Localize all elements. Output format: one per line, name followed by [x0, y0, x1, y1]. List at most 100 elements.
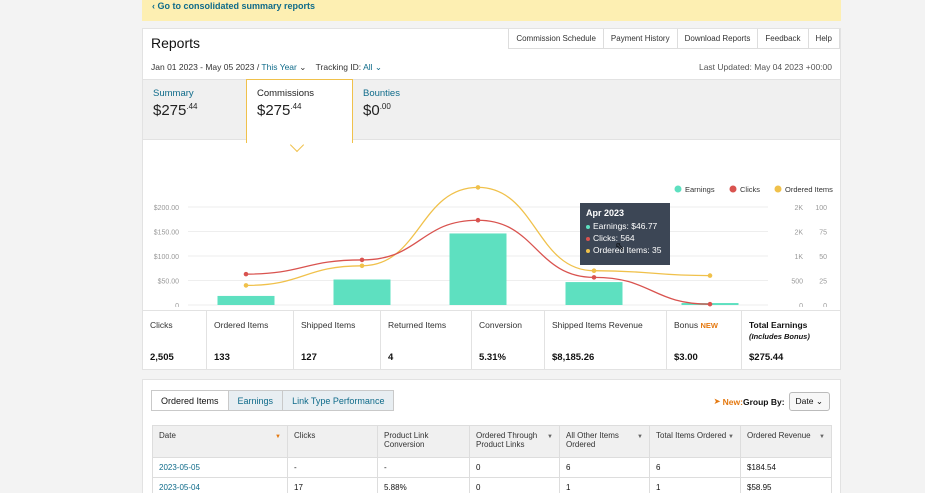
col-clicks[interactable]: Clicks	[287, 425, 378, 458]
back-banner: ‹ Go to consolidated summary reports	[142, 0, 841, 21]
row-date-link[interactable]: 2023-05-04	[152, 477, 288, 493]
tracking-label: Tracking ID:	[315, 62, 364, 72]
row-date-link[interactable]: 2023-05-05	[152, 457, 288, 478]
cell: 6	[649, 457, 741, 478]
legend-marker-2	[774, 185, 782, 193]
commission-schedule-link[interactable]: Commission Schedule	[508, 29, 604, 49]
table-row: 2023-05-05 - - 0 6 6 $184.54	[152, 457, 832, 478]
tab-summary[interactable]: Summary $275.44	[143, 80, 246, 142]
detail-tabs: Ordered Items Earnings Link Type Perform…	[151, 390, 395, 411]
tab-bounties-label: Bounties	[363, 88, 400, 99]
bar-2	[449, 233, 507, 305]
col-ordered-through[interactable]: Ordered Through Product Links ▼	[469, 425, 560, 458]
stat-bonus: Bonus NEW $3.00	[667, 311, 742, 370]
chevron-down-icon: ⌄	[815, 396, 823, 406]
y-mid-tick: 500	[791, 279, 803, 286]
feedback-link[interactable]: Feedback	[757, 29, 809, 49]
tab-ordered-items[interactable]: Ordered Items	[151, 390, 229, 411]
tab-summary-value: $275.44	[153, 102, 198, 119]
y-mid-tick: 2K	[794, 230, 803, 237]
group-new-label: New:	[722, 396, 743, 407]
y-left-tick: $100.00	[154, 254, 179, 261]
clicks-point-1	[359, 257, 365, 263]
table-row: 2023-05-04 17 5.88% 0 1 1 $58.95	[152, 477, 832, 493]
mouse-cursor-icon: ⬁	[615, 241, 625, 253]
legend-marker-0	[674, 185, 682, 193]
cell: 1	[649, 477, 741, 493]
col-ordered-revenue[interactable]: Ordered Revenue ▼	[740, 425, 832, 458]
y-right-tick: 100	[815, 205, 827, 212]
new-badge: NEW	[700, 321, 718, 330]
cell: $58.95	[740, 477, 832, 493]
stat-returned-items: Returned Items 4	[381, 311, 472, 370]
clicks-point-3	[591, 275, 597, 280]
tab-bounties[interactable]: Bounties $0.00	[353, 80, 453, 142]
chevron-down-icon[interactable]: ⌄	[374, 62, 383, 72]
cell: 0	[469, 477, 560, 493]
y-right-tick: 25	[819, 279, 827, 286]
legend-label-1: Clicks	[740, 185, 760, 194]
cell: 17	[287, 477, 378, 493]
chevron-down-icon[interactable]: ⌄	[299, 62, 307, 72]
header-links: Commission Schedule Payment History Down…	[508, 29, 840, 49]
col-product-link-conversion[interactable]: Product Link Conversion	[377, 425, 470, 458]
ordered-items-point-4	[707, 273, 713, 278]
download-reports-link[interactable]: Download Reports	[676, 29, 759, 49]
y-right-tick: 75	[819, 230, 827, 237]
cell: $184.54	[740, 457, 832, 478]
tab-commissions-value: $275.44	[257, 102, 302, 119]
col-all-other-items[interactable]: All Other Items Ordered ▼	[559, 425, 650, 458]
cell: 5.88%	[377, 477, 470, 493]
bar-0	[217, 295, 275, 305]
ordered-items-point-1	[359, 263, 365, 269]
group-by: ➤ New: Group By: Date ⌄	[714, 392, 830, 411]
date-filter-row: Jan 01 2023 - May 05 2023 / This Year ⌄ …	[151, 62, 382, 73]
cell: 0	[469, 457, 560, 478]
stat-ordered-items: Ordered Items 133	[207, 311, 294, 370]
y-left-tick: $150.00	[154, 230, 179, 237]
period-dropdown[interactable]: This Year	[261, 62, 297, 72]
sort-arrow-icon: ▼	[728, 434, 734, 440]
last-updated: Last Updated: May 04 2023 +00:00	[698, 62, 832, 72]
y-left-tick: 0	[175, 303, 179, 307]
payment-history-link[interactable]: Payment History	[602, 29, 678, 49]
y-left-tick: $200.00	[154, 205, 179, 212]
tab-link-type-performance[interactable]: Link Type Performance	[282, 390, 395, 411]
tab-bounties-value: $0.00	[363, 102, 391, 119]
megaphone-icon: ➤	[713, 396, 721, 406]
tooltip-title: Apr 2023	[586, 208, 625, 218]
clicks-point-0	[243, 271, 249, 277]
tooltip-ordered: Ordered Items: 35	[586, 245, 664, 255]
chart-tooltip: Apr 2023 Earnings: $46.77 Clicks: 564 Or…	[580, 203, 670, 265]
stat-shipped-revenue: Shipped Items Revenue $8,185.26	[545, 311, 667, 370]
y-mid-tick: 0	[799, 303, 803, 307]
tracking-id-dropdown[interactable]: All	[363, 62, 373, 72]
summary-tabs: Summary $275.44 Commissions $275.44 Boun…	[143, 79, 840, 143]
ordered-items-point-0	[243, 283, 249, 288]
stat-shipped-items: Shipped Items 127	[294, 311, 381, 370]
col-date[interactable]: Date ▼	[152, 425, 288, 458]
bar-1	[333, 279, 391, 305]
y-right-tick: 0	[823, 303, 827, 307]
cell: -	[287, 457, 378, 478]
help-link[interactable]: Help	[807, 29, 840, 49]
tab-earnings[interactable]: Earnings	[227, 390, 284, 411]
legend-label-2: Ordered Items	[785, 185, 833, 194]
date-range: Jan 01 2023 - May 05 2023 /	[151, 62, 262, 72]
tab-commissions-label: Commissions	[257, 88, 315, 99]
stat-clicks: Clicks 2,505	[143, 311, 207, 370]
consolidated-reports-link[interactable]: ‹ Go to consolidated summary reports	[152, 1, 316, 11]
tab-commissions[interactable]: Commissions $275.44	[246, 79, 353, 143]
earnings-chart: Earnings Clicks Ordered Items $200.00 2K 100 $…	[154, 185, 833, 307]
col-total-items[interactable]: Total Items Ordered ▼	[649, 425, 741, 458]
clicks-point-2	[475, 217, 481, 223]
stat-conversion: Conversion 5.31%	[472, 311, 545, 370]
legend-marker-1	[729, 185, 737, 193]
cell: -	[377, 457, 470, 478]
stats-bar: Clicks 2,505 Ordered Items 133 Shipped Ite…	[143, 310, 840, 370]
page-title: Reports	[151, 35, 201, 51]
legend-label-0: Earnings	[685, 185, 715, 194]
tooltip-clicks: Clicks: 564	[586, 233, 664, 243]
group-by-select[interactable]: Date ⌄	[788, 392, 830, 411]
y-right-tick: 50	[819, 254, 827, 261]
